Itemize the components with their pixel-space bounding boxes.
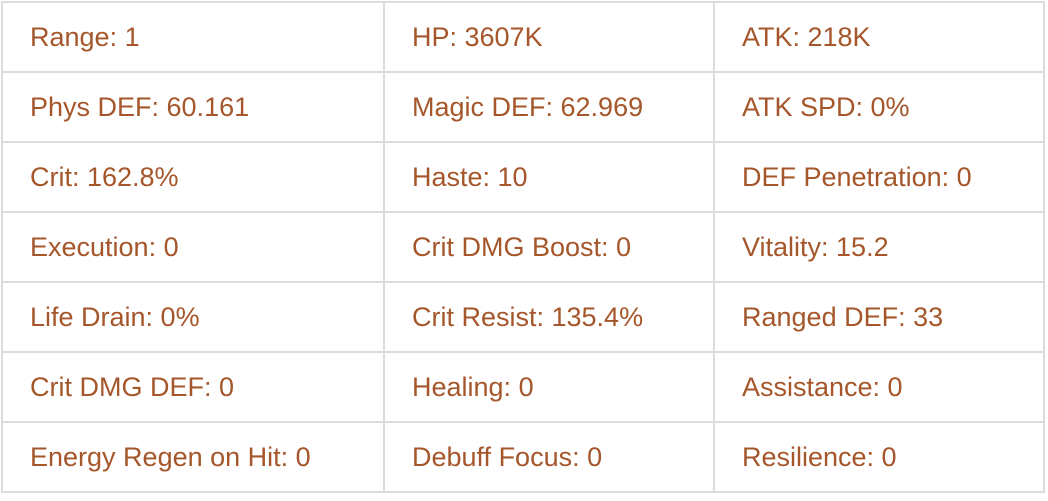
stat-cell-phys-def: Phys DEF: 60.161	[1, 71, 385, 143]
table-row: Phys DEF: 60.161 Magic DEF: 62.969 ATK S…	[1, 71, 1045, 143]
stat-cell-ranged-def: Ranged DEF: 33	[713, 281, 1045, 353]
stat-cell-hp: HP: 3607K	[383, 1, 715, 73]
stat-cell-assistance: Assistance: 0	[713, 351, 1045, 423]
table-row: Execution: 0 Crit DMG Boost: 0 Vitality:…	[1, 211, 1045, 283]
stat-cell-debuff-focus: Debuff Focus: 0	[383, 421, 715, 493]
stat-cell-crit-resist: Crit Resist: 135.4%	[383, 281, 715, 353]
stat-cell-healing: Healing: 0	[383, 351, 715, 423]
table-row: Crit DMG DEF: 0 Healing: 0 Assistance: 0	[1, 351, 1045, 423]
stat-cell-life-drain: Life Drain: 0%	[1, 281, 385, 353]
stat-cell-resilience: Resilience: 0	[713, 421, 1045, 493]
table-row: Life Drain: 0% Crit Resist: 135.4% Range…	[1, 281, 1045, 353]
stat-cell-def-penetration: DEF Penetration: 0	[713, 141, 1045, 213]
stat-cell-crit-dmg-def: Crit DMG DEF: 0	[1, 351, 385, 423]
stat-cell-range: Range: 1	[1, 1, 385, 73]
stat-cell-crit-dmg-boost: Crit DMG Boost: 0	[383, 211, 715, 283]
table-row: Crit: 162.8% Haste: 10 DEF Penetration: …	[1, 141, 1045, 213]
stat-cell-haste: Haste: 10	[383, 141, 715, 213]
stat-cell-crit: Crit: 162.8%	[1, 141, 385, 213]
table-row: Range: 1 HP: 3607K ATK: 218K	[1, 1, 1045, 73]
stat-cell-vitality: Vitality: 15.2	[713, 211, 1045, 283]
stat-cell-execution: Execution: 0	[1, 211, 385, 283]
stat-cell-atk: ATK: 218K	[713, 1, 1045, 73]
stat-cell-energy-regen-on-hit: Energy Regen on Hit: 0	[1, 421, 385, 493]
stat-cell-magic-def: Magic DEF: 62.969	[383, 71, 715, 143]
stats-table: Range: 1 HP: 3607K ATK: 218K Phys DEF: 6…	[1, 1, 1045, 493]
table-row: Energy Regen on Hit: 0 Debuff Focus: 0 R…	[1, 421, 1045, 493]
stat-cell-atk-spd: ATK SPD: 0%	[713, 71, 1045, 143]
